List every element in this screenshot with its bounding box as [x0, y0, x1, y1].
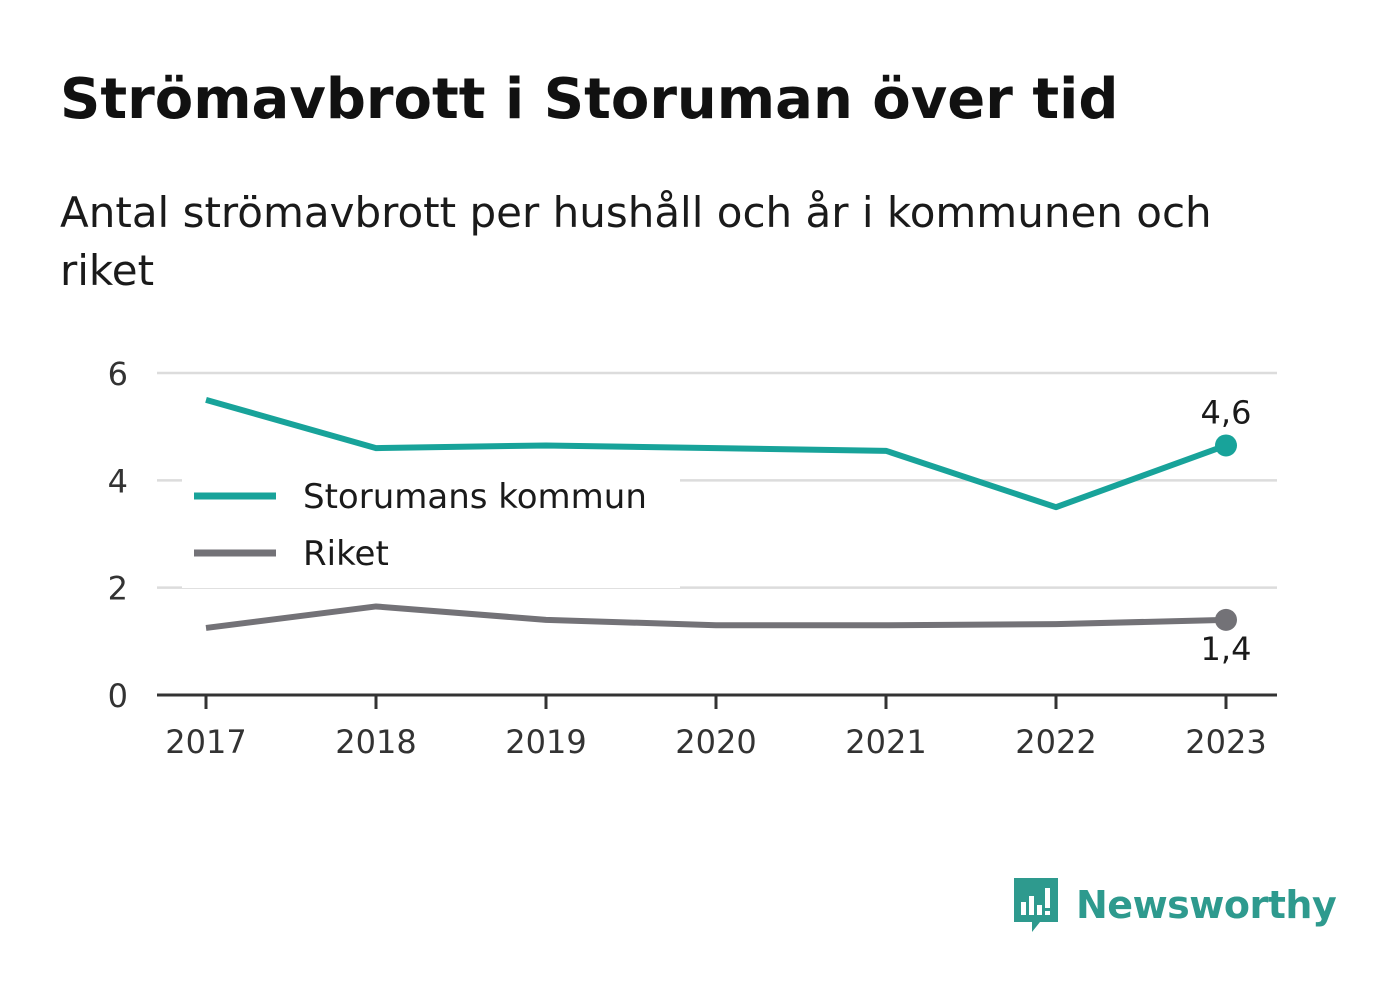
legend-box	[182, 470, 680, 588]
brand-logo: Newsworthy	[1010, 874, 1337, 936]
chart-title: Strömavbrott i Storuman över tid	[60, 67, 1119, 132]
x-tick-label: 2023	[1185, 723, 1266, 761]
series-end-point	[1215, 608, 1237, 631]
y-tick-label: 0	[108, 677, 128, 715]
data-label: 1,4	[1201, 630, 1252, 668]
y-tick-label: 4	[108, 462, 128, 500]
series-line	[205, 396, 1228, 511]
series-end-point	[1215, 434, 1237, 457]
chart-subtitle: Antal strömavbrott per hushåll och år i …	[60, 188, 1212, 295]
y-tick-label: 6	[108, 355, 128, 393]
legend-label: Riket	[303, 534, 389, 574]
data-label: 4,6	[1201, 393, 1252, 431]
legend-label: Storumans kommun	[303, 477, 647, 517]
newsworthy-bar-chart-bubble-icon	[1014, 878, 1058, 932]
x-tick-label: 2021	[845, 723, 926, 761]
x-tick-label: 2020	[675, 723, 756, 761]
x-tick-label: 2022	[1015, 723, 1096, 761]
series-line	[205, 603, 1227, 631]
x-tick-label: 2017	[165, 723, 246, 761]
x-tick-label: 2019	[505, 723, 586, 761]
x-tick-label: 2018	[335, 723, 416, 761]
brand-name: Newsworthy	[1076, 883, 1337, 927]
y-tick-label: 2	[108, 570, 128, 608]
